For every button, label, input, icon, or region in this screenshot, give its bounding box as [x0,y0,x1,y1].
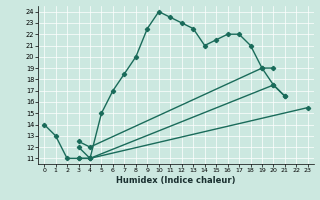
X-axis label: Humidex (Indice chaleur): Humidex (Indice chaleur) [116,176,236,185]
